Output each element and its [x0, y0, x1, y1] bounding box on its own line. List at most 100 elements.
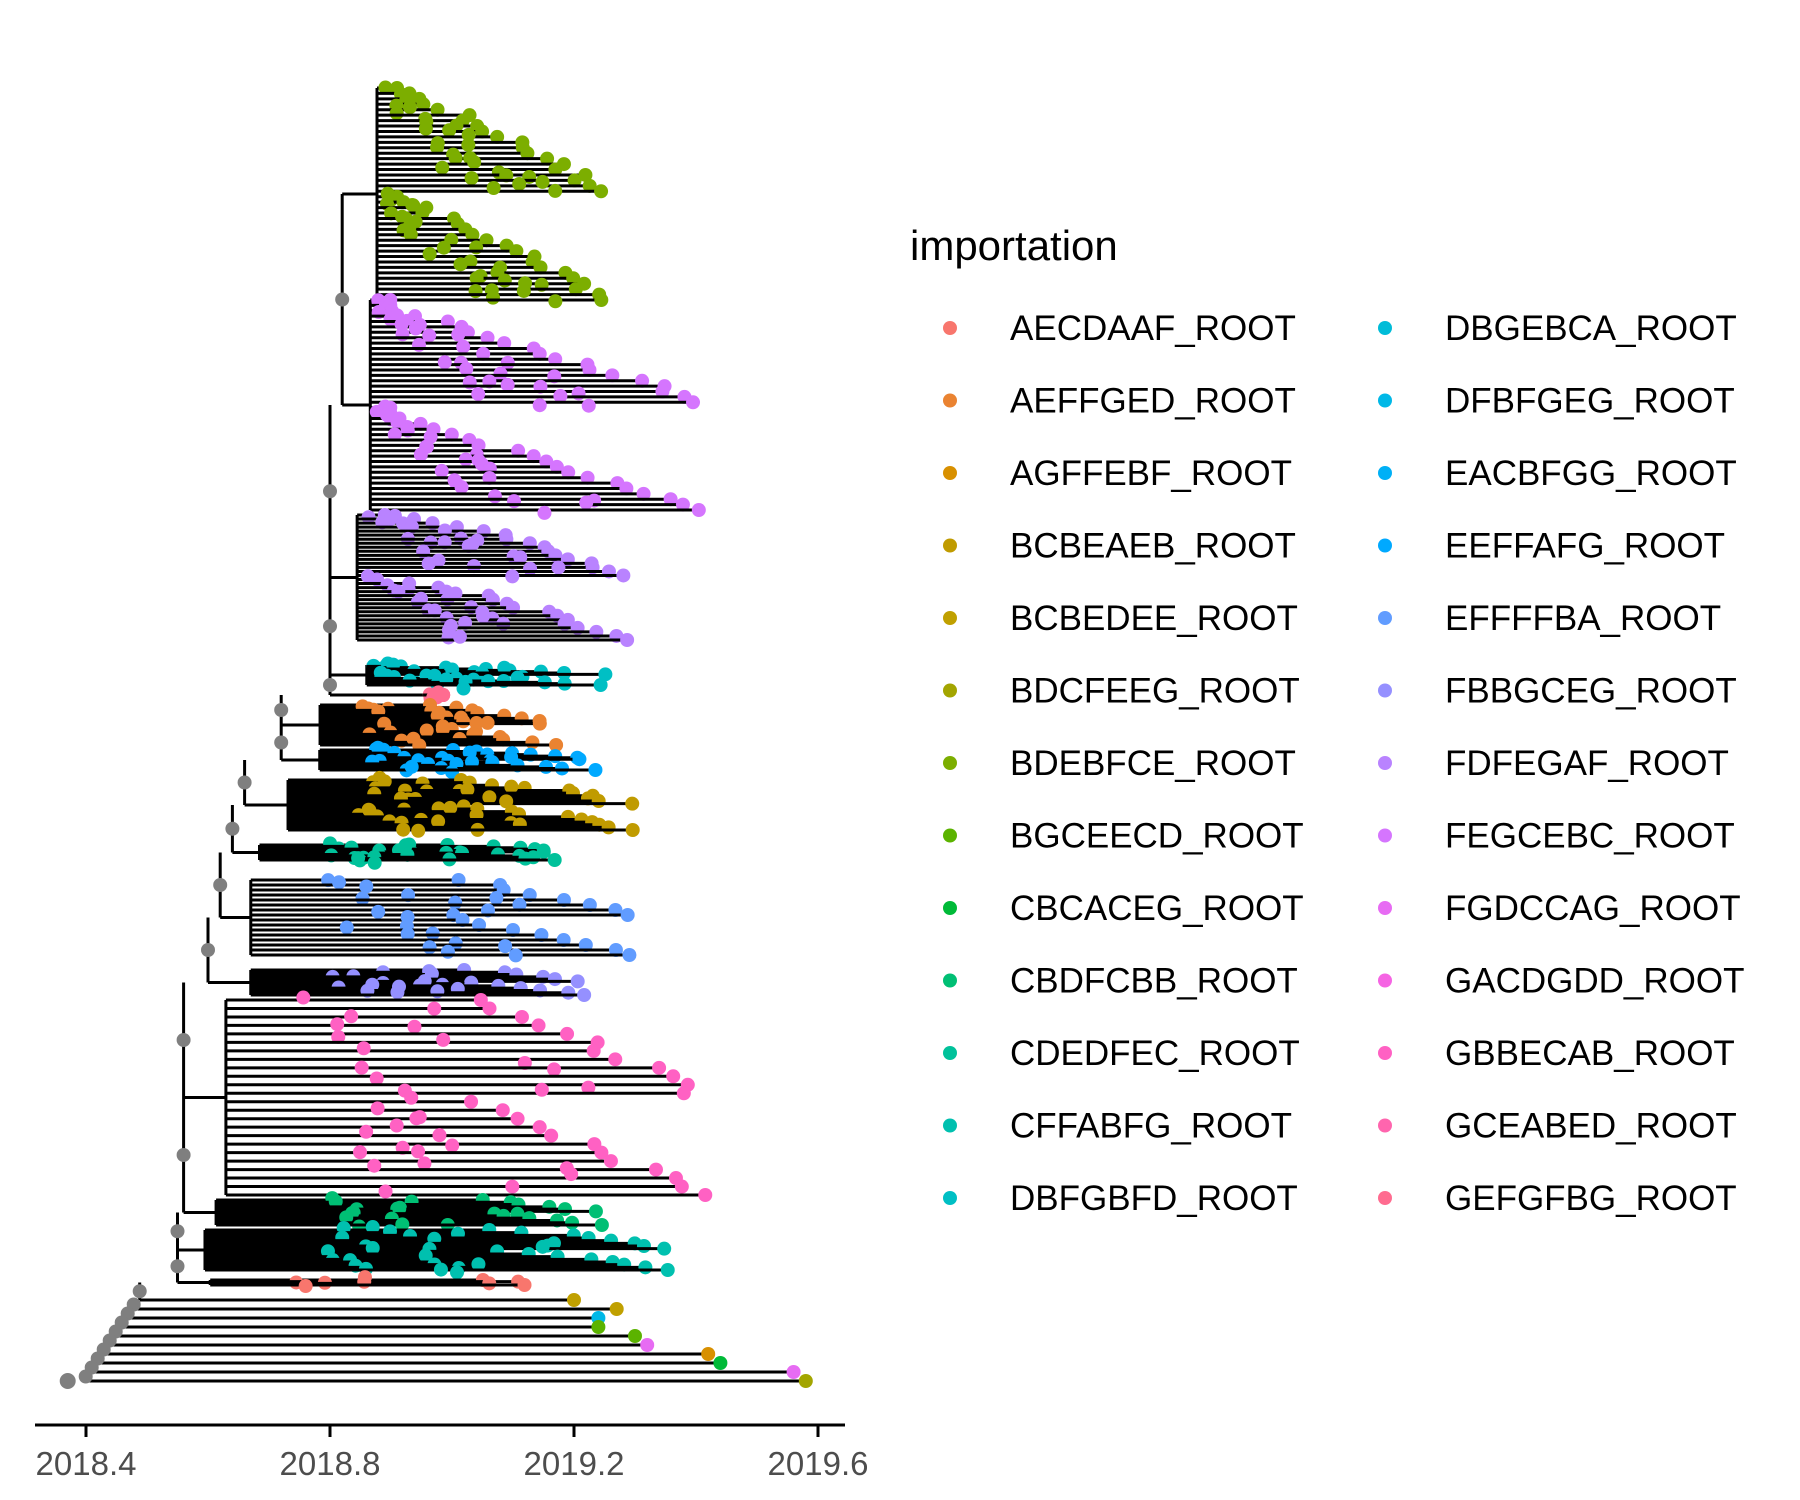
internal-node: [361, 510, 376, 525]
tip-point: [591, 794, 606, 809]
x-axis: 2018.4 2018.8 2019.2 2019.6: [35, 1423, 868, 1482]
internal-node: [435, 160, 450, 175]
legend-label: DBGEBCA_ROOT: [1445, 309, 1737, 348]
legend-key: [943, 321, 957, 335]
tip-point: [691, 503, 706, 517]
tip-point: [509, 244, 524, 259]
legend-key: [943, 1118, 957, 1133]
internal-node: [458, 452, 473, 467]
legend-key: [943, 466, 957, 480]
internal-node: [412, 1110, 427, 1125]
clade-eeffafg-root: [281, 740, 603, 780]
internal-node: [296, 990, 311, 1005]
legend-label: CFFABFG_ROOT: [1010, 1107, 1292, 1146]
internal-node: [354, 1060, 369, 1075]
internal-node: [500, 355, 515, 370]
tip-point: [652, 1060, 667, 1075]
legend-key: [943, 393, 957, 408]
legend-key: [943, 611, 957, 625]
tip-point: [608, 1052, 623, 1067]
tip-point: [430, 102, 445, 117]
ancestral-node: [335, 292, 350, 307]
internal-node: [436, 1032, 451, 1047]
internal-node: [547, 1062, 562, 1077]
internal-node: [442, 123, 457, 138]
clade-fegcebc-root: [342, 293, 706, 520]
internal-node: [367, 855, 382, 870]
internal-node: [395, 1217, 410, 1232]
internal-node: [365, 1220, 380, 1235]
tip-point: [558, 1202, 573, 1217]
legend-key: [943, 1191, 957, 1205]
internal-node: [448, 895, 463, 910]
tip-point: [495, 1103, 510, 1118]
legend-item: DFBFGEG_ROOT: [1378, 382, 1735, 421]
tip-point: [525, 735, 540, 750]
tip-point: [473, 993, 488, 1007]
tip-point: [510, 1111, 525, 1126]
internal-node: [418, 1248, 433, 1263]
tip-point: [640, 1338, 655, 1352]
backbone: [59, 194, 391, 1389]
tip-point: [511, 443, 526, 458]
legend-label: GACDGDD_ROOT: [1445, 962, 1744, 1001]
internal-node: [504, 779, 519, 794]
clade-gefgfbg-root: [391, 685, 451, 706]
tip-point: [675, 497, 690, 512]
tip-point: [582, 363, 597, 377]
legend-key: [943, 1046, 957, 1060]
legend-key: [1378, 393, 1392, 408]
legend-item: BCBEDEE_ROOT: [943, 599, 1298, 638]
tip-point: [620, 908, 635, 922]
internal-node: [513, 550, 528, 565]
internal-node: [359, 879, 374, 894]
legend-key: [1378, 1191, 1392, 1205]
internal-node: [384, 206, 399, 221]
tip-point: [686, 395, 701, 410]
internal-node: [437, 355, 452, 370]
tip-point: [482, 1001, 497, 1016]
internal-node: [367, 1158, 382, 1173]
tip-point: [698, 1188, 713, 1202]
tip-point: [568, 282, 583, 297]
tip-point: [657, 1241, 672, 1256]
legend-label: FGDCCAG_ROOT: [1445, 889, 1741, 928]
tip-point: [619, 481, 634, 496]
clade-dbfgbfd-root: [330, 656, 613, 696]
legend-key: [1378, 1118, 1392, 1133]
internal-node: [339, 920, 354, 935]
internal-node: [369, 1071, 384, 1086]
tip-point: [609, 1302, 624, 1316]
tip-point: [539, 454, 554, 469]
internal-node: [485, 290, 500, 305]
legend-item: GACDGDD_ROOT: [1378, 962, 1744, 1001]
internal-node: [396, 822, 411, 837]
internal-node: [482, 470, 497, 485]
internal-node: [461, 137, 476, 152]
ancestral-node: [176, 1148, 191, 1162]
ancestral-node: [323, 619, 337, 634]
legend-label: BGCEECD_ROOT: [1010, 817, 1304, 856]
legend-item: BDCFEEG_ROOT: [943, 672, 1300, 711]
ancestral-node: [323, 484, 337, 499]
tip-point: [588, 1204, 603, 1219]
tip-point: [622, 948, 637, 962]
internal-node: [456, 714, 471, 729]
clade-cbdfcbb-root: [183, 1191, 609, 1234]
internal-node: [431, 814, 446, 829]
tip-point: [497, 336, 512, 351]
internal-node: [453, 257, 468, 272]
internal-node: [523, 561, 538, 576]
tip-point: [531, 1018, 546, 1033]
tip-point: [560, 1026, 575, 1041]
legend-key: [943, 538, 957, 553]
ancestral-node: [225, 821, 240, 836]
tip-point: [533, 260, 548, 275]
internal-node: [390, 985, 405, 1000]
tip-point: [482, 1276, 497, 1291]
tip-point: [572, 752, 587, 767]
tip-point: [628, 1329, 642, 1343]
internal-node: [476, 346, 491, 361]
legend-key: [943, 756, 957, 770]
legend-item: GEFGFBG_ROOT: [1378, 1179, 1737, 1218]
